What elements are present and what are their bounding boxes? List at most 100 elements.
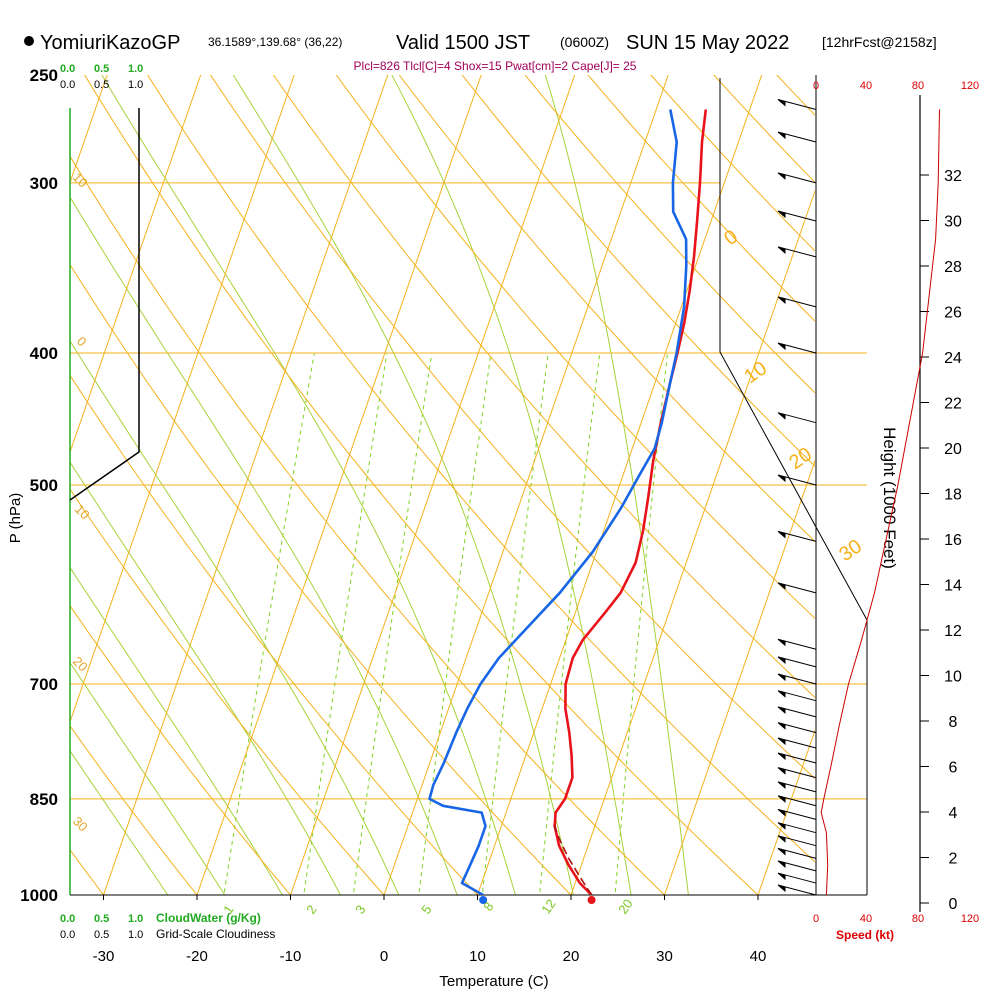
- wind-barb-staff: [777, 582, 817, 594]
- height-tick-label: 16: [944, 532, 962, 549]
- mixing-ratio-line: [614, 352, 668, 895]
- wind-barb-staff: [777, 412, 817, 424]
- temperature-line: [553, 109, 708, 895]
- mixing-ratio-line: [481, 352, 549, 895]
- cloudwater-scale-bottom-2: 1.0: [128, 913, 143, 925]
- wind-barb-flag: [777, 342, 786, 351]
- wind-barb-flag: [777, 822, 786, 830]
- wind-barb-flag: [777, 530, 786, 539]
- speed-tick-top: 0: [813, 80, 819, 92]
- sounding-indices: Plcl=826 Tlcl[C]=4 Shox=15 Pwat[cm]=2 Ca…: [354, 59, 637, 73]
- pressure-tick-label: 1000: [20, 886, 58, 905]
- moist-adiabat-line: [70, 339, 400, 895]
- height-tick-label: 22: [944, 396, 962, 413]
- wind-barb-flag: [777, 767, 786, 775]
- pressure-tick-label: 500: [30, 476, 58, 495]
- forecast-info: [12hrFcst@2158z]: [822, 34, 937, 50]
- isotherm-line: [852, 75, 1000, 895]
- dry-adiabat-label: 30: [835, 535, 866, 566]
- dry-adiabat-line: [587, 75, 815, 322]
- dry-adiabat-label: 0: [720, 226, 742, 250]
- mixing-ratio-line: [418, 352, 492, 895]
- moist-adiabat-line: [101, 75, 516, 895]
- wind-barb-flag: [777, 752, 786, 761]
- dry-adiabat-line: [70, 848, 105, 895]
- height-tick-label: 6: [949, 760, 958, 777]
- surface-temperature-dot: [587, 896, 596, 904]
- wind-barb-staff: [777, 210, 817, 222]
- mixing-ratio-line: [223, 352, 315, 895]
- pressure-tick-label: 300: [30, 174, 58, 193]
- wind-barb-staff: [777, 296, 817, 308]
- wind-barb-flag: [777, 722, 786, 730]
- surface-markers: [479, 896, 596, 904]
- height-tick-label: 2: [949, 851, 958, 868]
- height-tick-label: 32: [944, 168, 962, 185]
- mixing-ratio-label: 12: [538, 896, 559, 916]
- mixing-ratio-label: 5: [418, 902, 434, 917]
- wind-barb-staff: [777, 342, 817, 354]
- height-tick-label: 28: [944, 259, 962, 276]
- cloudiness-scale-top-1: 0.5: [94, 79, 109, 91]
- moist-adiabat-line: [391, 75, 632, 895]
- station-coords: 36.1589°,139.68° (36,22): [208, 35, 342, 49]
- wind-barb-staff: [777, 737, 817, 749]
- height-tick-label: 20: [944, 441, 962, 458]
- wind-barb-flag: [777, 474, 786, 483]
- mixing-ratio-line: [303, 352, 388, 895]
- dry-adiabat-line: [70, 155, 666, 895]
- wind-barb-flag: [777, 656, 786, 664]
- mixing-ratio-line: [539, 352, 601, 895]
- wind-barb-flag: [777, 835, 786, 843]
- temperature-tick-label: -20: [186, 948, 208, 965]
- wind-barb-flag: [777, 99, 786, 107]
- mixing-ratio-line: [352, 352, 433, 895]
- parcel-line: [552, 822, 593, 895]
- moist-adiabat-line: [70, 661, 226, 895]
- wind-barb-flag: [777, 412, 786, 420]
- dry-adiabat-line: [272, 75, 815, 699]
- dry-adiabat-line: [70, 374, 479, 895]
- height-tick-label: 26: [944, 305, 962, 322]
- wind-barb-staff: [777, 860, 817, 872]
- station-name: YomiuriKazoGP: [40, 32, 180, 54]
- isotherm-line: [757, 729, 815, 895]
- height-tick-label: 24: [944, 350, 962, 367]
- speed-tick-bottom: 120: [961, 913, 979, 925]
- wind-barb-staff: [777, 884, 817, 896]
- wind-barb-staff: [777, 767, 817, 779]
- wind-barb-staff: [777, 822, 817, 834]
- wind-barb-flag: [777, 690, 786, 698]
- height-tick-label: 0: [949, 896, 958, 913]
- isobars: [70, 182, 867, 896]
- wind-speed-profile: [820, 109, 940, 896]
- cloudwater-scale-bottom-1: 0.5: [94, 913, 109, 925]
- wind-barb-flag: [777, 860, 786, 868]
- dry-adiabat-line: [70, 725, 198, 895]
- cloudiness-scale-top-0: 0.0: [60, 79, 75, 91]
- dry-adiabat-label: 10: [740, 357, 771, 388]
- wind-barb-flag: [777, 872, 786, 881]
- wind-barb-staff: [777, 673, 817, 685]
- pressure-tick-label: 400: [30, 344, 58, 363]
- temperature-ticks: -30 -20 -10 0 10 20 30 40: [93, 895, 766, 965]
- moist-adiabat-line: [70, 566, 283, 895]
- height-tick-label: 12: [944, 623, 962, 640]
- cloudwater-scale-top-2: 1.0: [128, 63, 143, 75]
- wind-barb-staff: [777, 847, 817, 859]
- valid-time: Valid 1500 JST: [396, 32, 530, 54]
- wind-barb-staff: [777, 872, 817, 884]
- surface-dewpoint-dot: [479, 896, 488, 904]
- wind-barb-staff: [777, 752, 817, 764]
- wind-barb-flag: [777, 582, 786, 590]
- mixing-ratio-lines: [223, 352, 668, 895]
- sounding-series: [428, 109, 708, 895]
- wind-barb-staff: [777, 722, 817, 734]
- wind-barb-staff: [777, 530, 817, 542]
- wind-barb-staff: [777, 656, 817, 668]
- temperature-tick-label: -10: [280, 948, 302, 965]
- wind-barb-staff: [777, 98, 817, 110]
- moist-adiabat-line: [544, 75, 689, 895]
